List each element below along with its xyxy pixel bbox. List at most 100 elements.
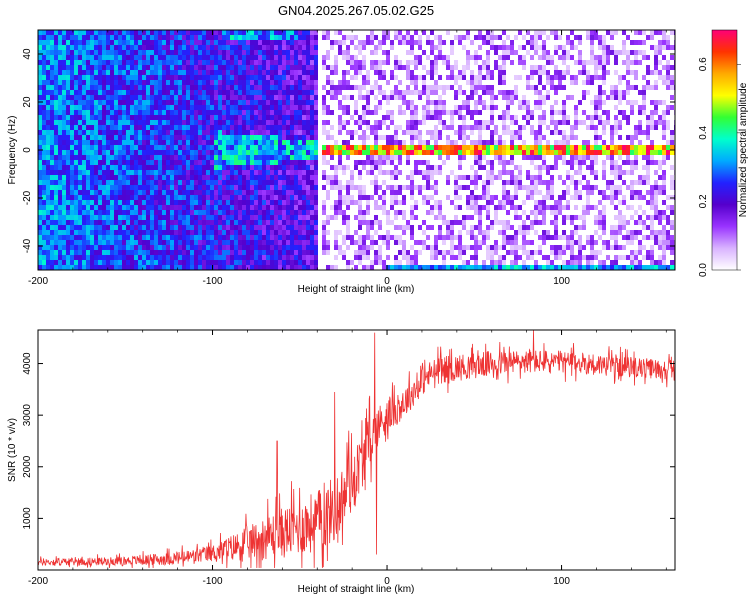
heatmap-cell <box>114 210 118 215</box>
heatmap-cell <box>66 185 70 190</box>
heatmap-cell <box>426 130 430 135</box>
heatmap-cell <box>58 40 62 45</box>
heatmap-cell <box>122 250 126 255</box>
heatmap-cell <box>246 180 250 185</box>
heatmap-cell <box>62 220 66 225</box>
heatmap-cell <box>502 200 506 205</box>
heatmap-cell <box>94 80 98 85</box>
heatmap-cell <box>130 160 134 165</box>
heatmap-cell <box>242 255 246 260</box>
heatmap-cell <box>366 220 370 225</box>
heatmap-cell <box>230 250 234 255</box>
heatmap-cell <box>414 255 418 260</box>
heatmap-cell <box>122 215 126 220</box>
heatmap-cell <box>194 110 198 115</box>
heatmap-cell <box>238 55 242 60</box>
heatmap-cell <box>154 35 158 40</box>
heatmap-cell <box>450 240 454 245</box>
heatmap-cell <box>98 235 102 240</box>
heatmap-cell <box>358 135 362 140</box>
heatmap-cell <box>282 195 286 200</box>
heatmap-cell <box>534 155 538 160</box>
heatmap-cell <box>294 200 298 205</box>
heatmap-cell <box>230 85 234 90</box>
heatmap-cell <box>162 80 166 85</box>
heatmap-cell <box>382 70 386 75</box>
heatmap-cell <box>142 85 146 90</box>
heatmap-cell <box>158 155 162 160</box>
heatmap-cell <box>438 215 442 220</box>
heatmap-cell <box>126 150 130 155</box>
heatmap-cell <box>190 90 194 95</box>
heatmap-cell <box>550 220 554 225</box>
heatmap-cell <box>86 180 90 185</box>
heatmap-cell <box>394 90 398 95</box>
heatmap-cell <box>298 90 302 95</box>
heatmap-cell <box>526 215 530 220</box>
heatmap-cell <box>290 165 294 170</box>
heatmap-cell <box>166 75 170 80</box>
heatmap-cell <box>122 210 126 215</box>
heatmap-cell <box>298 230 302 235</box>
heatmap-cell <box>110 65 114 70</box>
heatmap-cell <box>42 100 46 105</box>
heatmap-cell <box>370 225 374 230</box>
heatmap-cell <box>138 55 142 60</box>
heatmap-cell <box>130 30 134 35</box>
heatmap-cell <box>190 255 194 260</box>
heatmap-cell <box>470 70 474 75</box>
heatmap-cell <box>126 205 130 210</box>
heatmap-cell <box>122 90 126 95</box>
heatmap-cell <box>346 200 350 205</box>
heatmap-cell <box>398 30 402 35</box>
heatmap-cell <box>446 265 450 270</box>
heatmap-cell <box>126 80 130 85</box>
heatmap-cell <box>190 100 194 105</box>
heatmap-cell <box>462 90 466 95</box>
heatmap-cell <box>274 50 278 55</box>
heatmap-cell <box>266 255 270 260</box>
heatmap-cell <box>366 235 370 240</box>
heatmap-cell <box>350 35 354 40</box>
heatmap-cell <box>270 115 274 120</box>
heatmap-cell <box>542 55 546 60</box>
heatmap-cell <box>82 85 86 90</box>
heatmap-cell <box>274 80 278 85</box>
heatmap-cell <box>106 60 110 65</box>
heatmap-cell <box>338 190 342 195</box>
heatmap-cell <box>482 165 486 170</box>
heatmap-cell <box>46 60 50 65</box>
heatmap-cell <box>482 180 486 185</box>
heatmap-cell <box>530 240 534 245</box>
heatmap-cell <box>130 100 134 105</box>
heatmap-cell <box>70 230 74 235</box>
heatmap-cell <box>258 40 262 45</box>
heatmap-cell <box>190 95 194 100</box>
heatmap-cell <box>126 90 130 95</box>
heatmap-cell <box>118 90 122 95</box>
heatmap-cell <box>142 220 146 225</box>
heatmap-cell <box>306 160 310 165</box>
heatmap-cell <box>46 210 50 215</box>
heatmap-cell <box>238 80 242 85</box>
heatmap-cell <box>478 245 482 250</box>
heatmap-cell <box>278 65 282 70</box>
heatmap-cell <box>78 260 82 265</box>
heatmap-cell <box>234 210 238 215</box>
heatmap-cell <box>262 260 266 265</box>
heatmap-cell <box>294 70 298 75</box>
heatmap-cell <box>266 85 270 90</box>
heatmap-cell <box>138 220 142 225</box>
heatmap-cell <box>286 115 290 120</box>
heatmap-cell <box>294 40 298 45</box>
heatmap-cell <box>490 75 494 80</box>
heatmap-cell <box>294 110 298 115</box>
heatmap-cell <box>50 110 54 115</box>
heatmap-cell <box>266 245 270 250</box>
heatmap-cell <box>322 220 326 225</box>
heatmap-cell <box>186 260 190 265</box>
heatmap-cell <box>526 115 530 120</box>
heatmap-cell <box>130 50 134 55</box>
heatmap-cell <box>206 120 210 125</box>
heatmap-cell <box>182 65 186 70</box>
